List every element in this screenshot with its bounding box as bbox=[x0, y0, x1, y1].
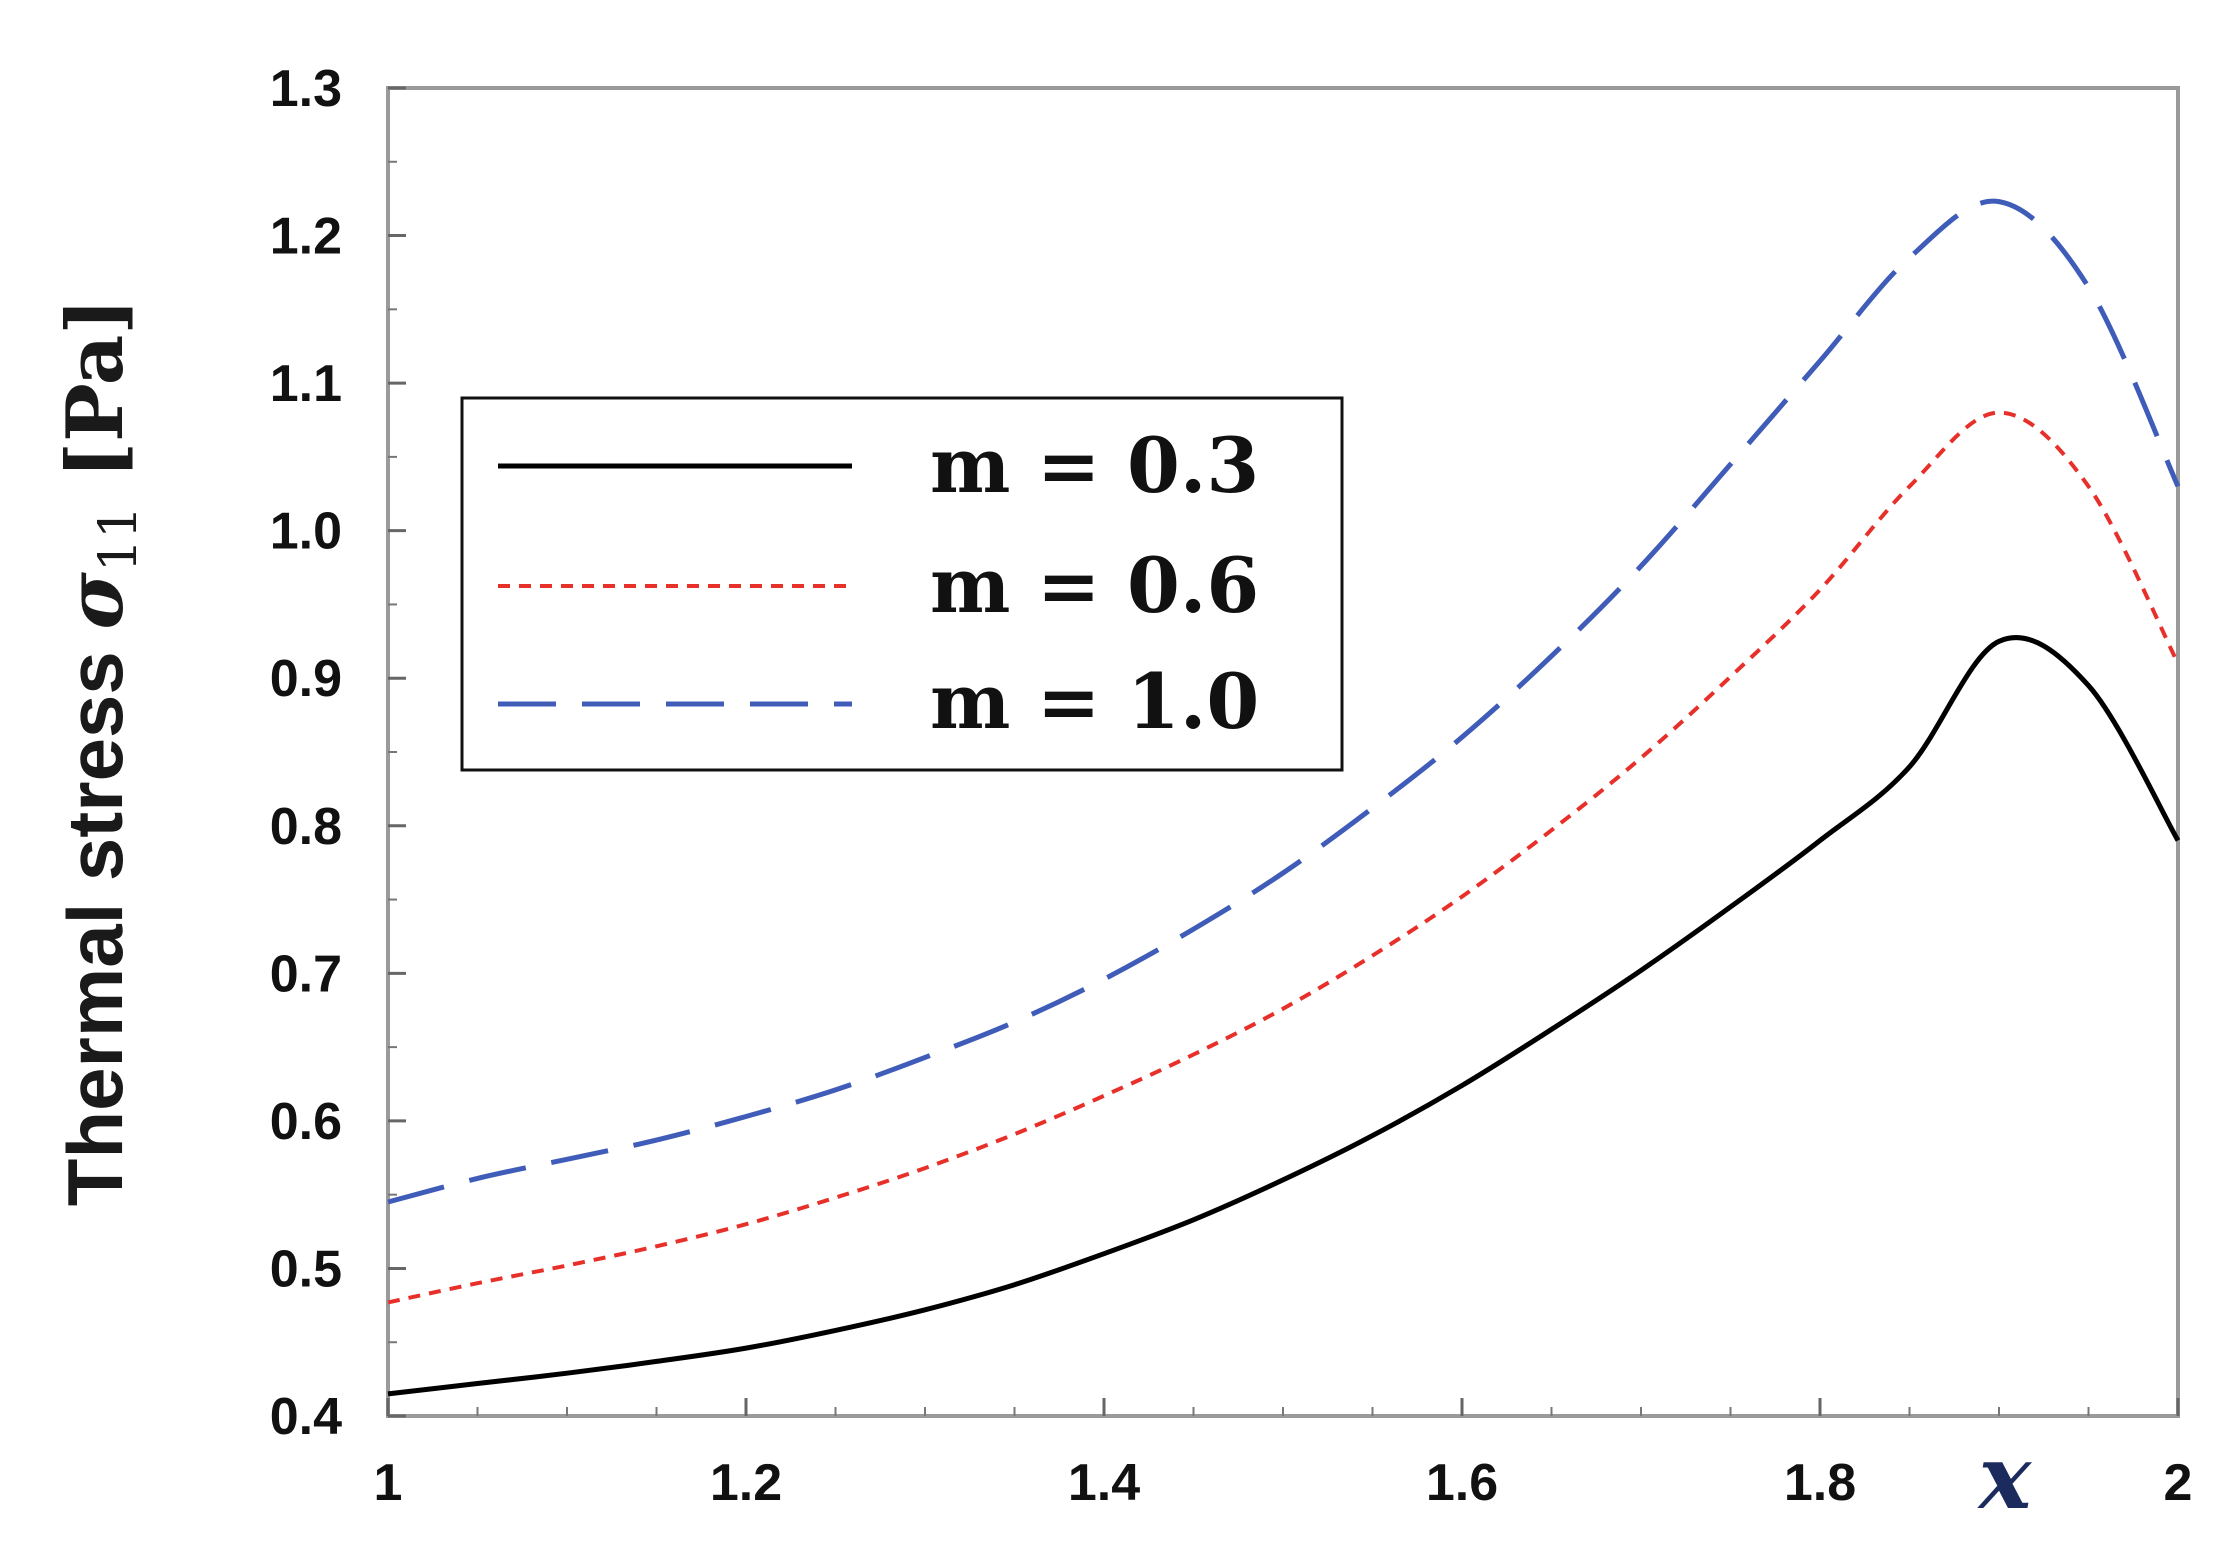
y-tick-label: 1.3 bbox=[270, 60, 342, 118]
legend-label-m-1-0: m = 1.0 bbox=[930, 657, 1259, 746]
series-line-2 bbox=[387, 410, 2180, 1305]
x-tick-label: 1 bbox=[374, 1454, 403, 1512]
legend: m = 0.3 m = 0.6 m = 1.0 bbox=[460, 396, 1344, 772]
y-tick-label: 1.2 bbox=[270, 208, 342, 266]
y-tick-label: 0.6 bbox=[270, 1093, 342, 1151]
legend-label-m-0-3: m = 0.3 bbox=[930, 421, 1259, 510]
legend-label-m-0-6: m = 0.6 bbox=[930, 541, 1259, 630]
y-axis-title-symbol: σ bbox=[50, 572, 141, 630]
series-line-1 bbox=[387, 635, 2181, 1397]
series-line-3 bbox=[387, 198, 2181, 1205]
series-lines bbox=[387, 198, 2181, 1397]
y-axis-title-unit: [Pa] bbox=[50, 298, 141, 506]
y-tick-label: 0.4 bbox=[270, 1388, 342, 1446]
x-tick-label: 1.4 bbox=[1068, 1454, 1140, 1512]
y-axis-title-prefix: Thermal stress bbox=[51, 630, 139, 1207]
y-axis-title: Thermal stress σ11 [Pa] bbox=[50, 298, 149, 1206]
y-tick-label: 0.7 bbox=[270, 945, 342, 1003]
x-tick-label: 2 bbox=[2164, 1454, 2193, 1512]
y-tick-label: 1.0 bbox=[270, 503, 342, 561]
y-tick-label: 0.5 bbox=[270, 1240, 342, 1298]
y-tick-label: 0.8 bbox=[270, 798, 342, 856]
x-axis-title: x bbox=[1977, 1425, 2033, 1529]
x-tick-label: 1.6 bbox=[1426, 1454, 1498, 1512]
x-tick-label: 1.8 bbox=[1784, 1454, 1856, 1512]
axis-tick-labels: 1 1.2 1.4 1.6 1.8 2 0.4 0.5 0.6 0.7 0.8 0.9 1.0 1.1 1.… bbox=[270, 60, 2193, 1512]
y-tick-label: 0.9 bbox=[270, 650, 342, 708]
y-axis-title-subscript: 11 bbox=[89, 506, 149, 572]
y-tick-label: 1.1 bbox=[270, 355, 342, 413]
axis-ticks bbox=[386, 86, 2180, 1418]
x-tick-label: 1.2 bbox=[710, 1454, 782, 1512]
